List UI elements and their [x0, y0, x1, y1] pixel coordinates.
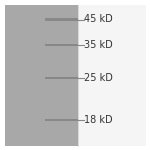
FancyBboxPatch shape	[45, 119, 78, 121]
FancyBboxPatch shape	[45, 77, 78, 79]
FancyBboxPatch shape	[45, 18, 78, 21]
FancyBboxPatch shape	[4, 4, 78, 146]
FancyBboxPatch shape	[78, 4, 146, 146]
Text: 25 kD: 25 kD	[84, 73, 113, 83]
Text: 18 kD: 18 kD	[84, 115, 113, 125]
FancyBboxPatch shape	[45, 44, 78, 46]
Text: 45 kD: 45 kD	[84, 15, 113, 24]
Text: 35 kD: 35 kD	[84, 40, 113, 50]
